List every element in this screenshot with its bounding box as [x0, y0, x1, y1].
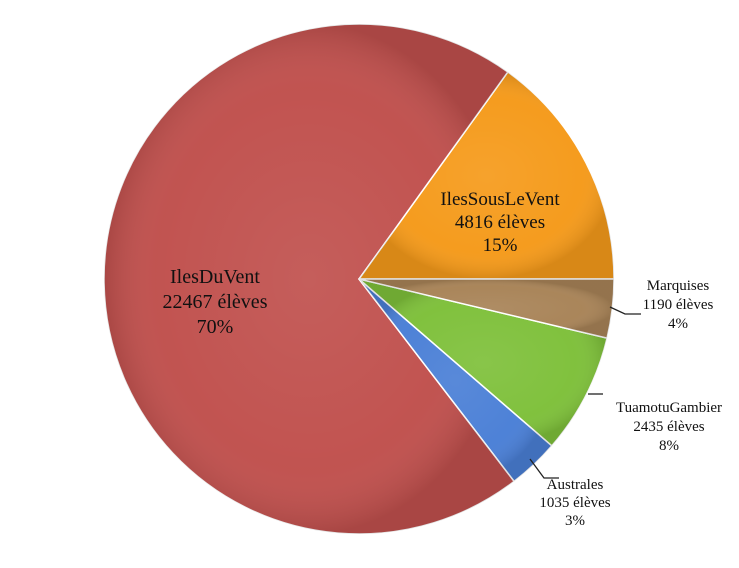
leader-line-australes — [529, 458, 559, 479]
pie-slice-shade — [359, 71, 615, 279]
slice-label-percent: 8% — [659, 438, 679, 454]
pie-slice-shade — [359, 279, 608, 446]
pie-slice-shade — [359, 279, 614, 339]
slice-label-ilesduvent: IlesDuVent 22467 élèves 70% — [163, 266, 268, 338]
slice-label-value: 22467 élèves — [163, 291, 268, 313]
slice-label-name: IlesSousLeVent — [440, 189, 560, 210]
slice-label-name: Australes — [547, 477, 604, 493]
slice-label-australes: Australes 1035 élèves 3% — [539, 477, 610, 529]
leader-lines-layer — [529, 306, 641, 479]
leader-line-marquises — [609, 306, 641, 315]
slice-label-ilessouslevent: IlesSousLeVent 4816 élèves 15% — [440, 189, 560, 256]
slice-label-percent: 3% — [565, 513, 585, 529]
slice-label-percent: 15% — [483, 235, 518, 256]
slice-label-value: 2435 élèves — [633, 419, 704, 435]
pie-slice-shade — [359, 279, 552, 482]
slice-label-name: IlesDuVent — [170, 266, 260, 288]
slice-label-value: 4816 élèves — [455, 212, 545, 233]
slice-label-value: 1190 élèves — [643, 297, 714, 313]
slice-label-percent: 70% — [197, 316, 234, 338]
slice-label-name: Marquises — [647, 278, 710, 294]
slice-label-marquises: Marquises 1190 élèves 4% — [643, 278, 714, 332]
slice-label-tuamotugambier: TuamotuGambier 2435 élèves 8% — [616, 400, 722, 454]
slice-label-value: 1035 élèves — [539, 495, 610, 511]
shade-layer — [104, 24, 615, 535]
slice-label-name: TuamotuGambier — [616, 400, 722, 416]
pie-slice-shade — [104, 24, 515, 535]
slice-label-percent: 4% — [668, 316, 688, 332]
labels-layer: IlesSousLeVent 4816 élèves 15% IlesDuVent 22… — [163, 189, 723, 529]
